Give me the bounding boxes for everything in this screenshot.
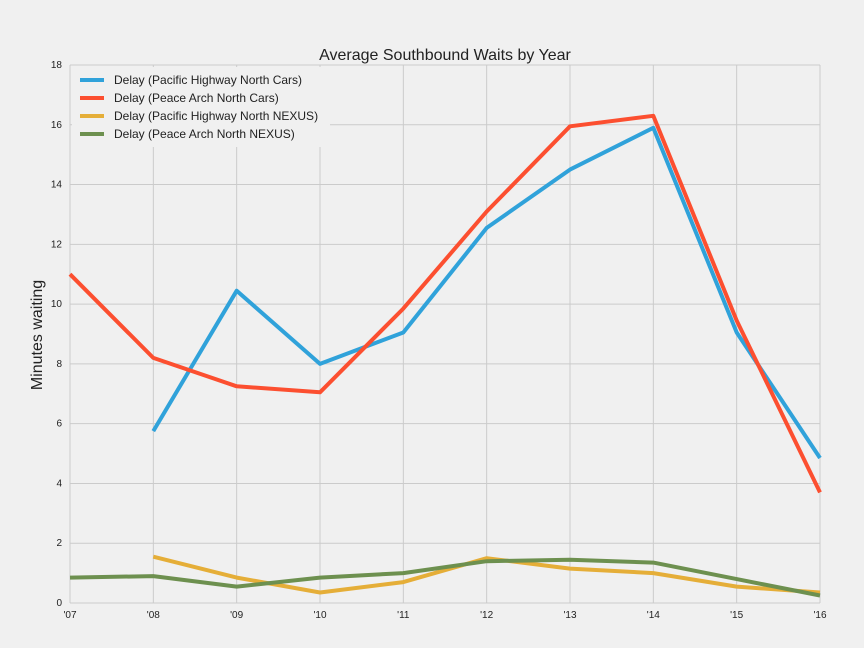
legend-label: Delay (Pacific Highway North NEXUS)	[114, 109, 318, 123]
y-tick-label: 18	[51, 60, 63, 71]
x-tick-label: '13	[563, 610, 576, 621]
x-tick-label: '12	[480, 610, 493, 621]
y-tick-label: 0	[56, 598, 62, 609]
series-line-2	[68, 113, 822, 494]
x-tick-label: '09	[230, 610, 243, 621]
legend-label: Delay (Peace Arch North NEXUS)	[114, 127, 295, 141]
x-tick-label: '14	[647, 610, 660, 621]
tick-labels: '07 '08 '09 '10 '11 '12 '13 '14 '15 '16 0 2 4 6 8 10 12 1…	[51, 60, 827, 621]
y-tick-label: 4	[56, 478, 62, 489]
y-tick-label: 8	[56, 359, 62, 370]
legend-background	[72, 67, 330, 147]
y-tick-label: 6	[56, 419, 62, 430]
chart-title: Average Southbound Waits by Year	[319, 47, 571, 64]
y-tick-label: 16	[51, 120, 63, 131]
x-tick-label: '11	[397, 610, 410, 621]
grid-lines	[69, 64, 821, 604]
y-tick-label: 12	[51, 239, 63, 250]
series-line-4	[69, 557, 821, 598]
x-tick-label: '16	[813, 610, 826, 621]
legend: Delay (Pacific Highway North Cars) Delay …	[72, 67, 330, 147]
y-tick-label: 2	[56, 538, 62, 549]
y-axis-label: Minutes waiting	[29, 280, 46, 390]
x-tick-label: '15	[730, 610, 743, 621]
legend-label: Delay (Pacific Highway North Cars)	[114, 73, 302, 87]
y-tick-label: 14	[51, 180, 63, 191]
x-tick-label: '08	[147, 610, 160, 621]
legend-label: Delay (Peace Arch North Cars)	[114, 91, 279, 105]
x-tick-label: '10	[313, 610, 326, 621]
series-line-1	[151, 125, 822, 460]
y-tick-label: 10	[51, 299, 63, 310]
x-tick-label: '07	[63, 610, 76, 621]
series-lines	[68, 113, 822, 598]
